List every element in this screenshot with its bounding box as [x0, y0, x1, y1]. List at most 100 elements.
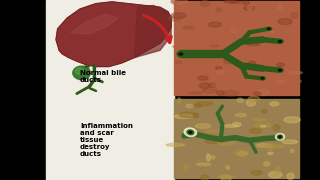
Ellipse shape — [184, 128, 196, 137]
Ellipse shape — [218, 141, 235, 145]
Ellipse shape — [238, 152, 247, 156]
Circle shape — [179, 53, 183, 55]
Ellipse shape — [277, 5, 282, 10]
Ellipse shape — [222, 125, 239, 127]
Ellipse shape — [250, 129, 261, 133]
Ellipse shape — [214, 3, 228, 8]
Ellipse shape — [264, 161, 270, 166]
Polygon shape — [70, 14, 118, 34]
Ellipse shape — [223, 60, 234, 64]
Ellipse shape — [171, 13, 186, 19]
Ellipse shape — [211, 156, 215, 159]
Circle shape — [278, 69, 282, 71]
Ellipse shape — [284, 117, 300, 123]
Ellipse shape — [202, 89, 218, 93]
Ellipse shape — [209, 22, 221, 27]
Ellipse shape — [268, 171, 282, 178]
Ellipse shape — [188, 92, 202, 94]
Bar — [0, 0, 46, 180]
Ellipse shape — [199, 83, 210, 89]
Ellipse shape — [183, 26, 196, 29]
Circle shape — [278, 40, 282, 42]
Ellipse shape — [246, 100, 255, 106]
Ellipse shape — [201, 70, 211, 73]
Ellipse shape — [206, 154, 210, 161]
Ellipse shape — [232, 27, 243, 32]
Ellipse shape — [284, 56, 300, 58]
Ellipse shape — [194, 10, 201, 12]
Polygon shape — [56, 2, 171, 67]
Ellipse shape — [178, 98, 181, 104]
Ellipse shape — [243, 15, 258, 18]
Ellipse shape — [196, 163, 211, 166]
Ellipse shape — [276, 134, 284, 140]
Bar — [174, 99, 299, 178]
Ellipse shape — [250, 37, 265, 41]
Ellipse shape — [183, 165, 188, 171]
Ellipse shape — [247, 43, 260, 46]
Ellipse shape — [205, 136, 219, 141]
Ellipse shape — [192, 66, 204, 71]
Ellipse shape — [261, 109, 267, 113]
Ellipse shape — [237, 98, 244, 102]
Ellipse shape — [223, 83, 237, 87]
Ellipse shape — [291, 13, 298, 18]
Ellipse shape — [278, 19, 292, 24]
Ellipse shape — [248, 5, 252, 11]
Ellipse shape — [224, 66, 232, 68]
Ellipse shape — [174, 114, 193, 119]
Circle shape — [276, 136, 284, 140]
Ellipse shape — [254, 92, 261, 96]
Ellipse shape — [253, 119, 267, 121]
Ellipse shape — [275, 167, 280, 173]
Ellipse shape — [198, 76, 208, 80]
Ellipse shape — [187, 130, 194, 135]
Ellipse shape — [76, 68, 83, 74]
Polygon shape — [134, 5, 171, 58]
Ellipse shape — [194, 113, 199, 118]
Ellipse shape — [277, 135, 283, 139]
Ellipse shape — [217, 69, 225, 74]
Ellipse shape — [195, 124, 211, 128]
Ellipse shape — [221, 175, 231, 180]
Ellipse shape — [276, 80, 284, 83]
Circle shape — [266, 27, 272, 30]
Circle shape — [177, 52, 185, 56]
Ellipse shape — [226, 166, 229, 169]
Circle shape — [277, 40, 283, 43]
Ellipse shape — [200, 1, 210, 6]
Ellipse shape — [270, 102, 279, 106]
Ellipse shape — [271, 31, 274, 33]
Ellipse shape — [276, 63, 284, 67]
Bar — [174, 1, 299, 95]
Ellipse shape — [282, 140, 298, 144]
Ellipse shape — [256, 137, 264, 140]
Ellipse shape — [268, 152, 273, 154]
Ellipse shape — [171, 0, 178, 4]
Ellipse shape — [194, 24, 204, 30]
Ellipse shape — [257, 79, 265, 84]
Text: Normal bile
ducts: Normal bile ducts — [80, 70, 126, 83]
Ellipse shape — [248, 96, 260, 102]
Ellipse shape — [172, 0, 188, 4]
Ellipse shape — [218, 176, 235, 178]
Ellipse shape — [257, 90, 269, 96]
Ellipse shape — [175, 61, 182, 63]
Ellipse shape — [242, 1, 249, 4]
Ellipse shape — [216, 67, 222, 70]
Ellipse shape — [195, 102, 213, 106]
Ellipse shape — [73, 66, 90, 80]
Ellipse shape — [183, 89, 193, 94]
Ellipse shape — [231, 27, 239, 33]
Ellipse shape — [224, 0, 236, 3]
Ellipse shape — [216, 8, 222, 12]
Ellipse shape — [209, 83, 216, 88]
Ellipse shape — [205, 140, 221, 143]
Ellipse shape — [294, 80, 301, 83]
Ellipse shape — [172, 46, 180, 48]
Ellipse shape — [289, 71, 302, 74]
Ellipse shape — [236, 113, 246, 117]
Ellipse shape — [202, 90, 211, 92]
Ellipse shape — [231, 37, 246, 41]
Ellipse shape — [197, 84, 209, 90]
